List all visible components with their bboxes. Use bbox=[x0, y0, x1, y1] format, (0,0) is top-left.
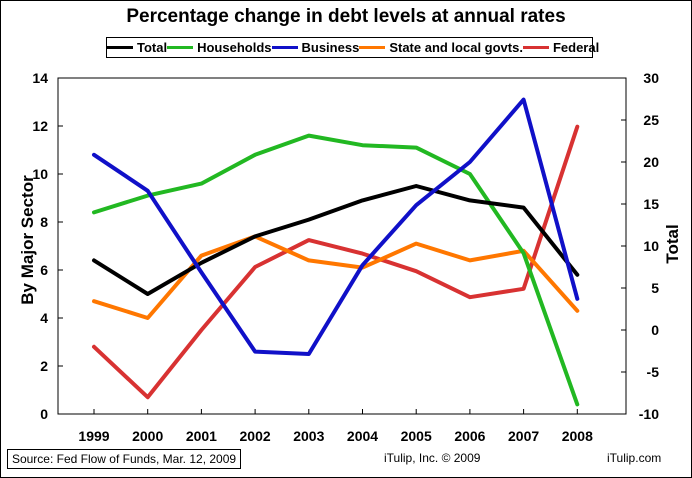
left-tick-label: 12 bbox=[32, 118, 48, 134]
copyright-note: iTulip, Inc. © 2009 bbox=[384, 451, 481, 465]
legend-swatch-business bbox=[271, 46, 298, 49]
right-tick-label: 20 bbox=[643, 154, 659, 170]
left-tick-label: 10 bbox=[32, 166, 48, 182]
x-tick-label: 2007 bbox=[508, 428, 539, 444]
right-tick-label: 0 bbox=[651, 322, 659, 338]
legend-item-business: Business bbox=[271, 40, 360, 55]
x-tick-label: 1999 bbox=[78, 428, 109, 444]
x-tick-label: 2005 bbox=[401, 428, 432, 444]
x-tick-label: 2006 bbox=[454, 428, 485, 444]
series-line-federal bbox=[92, 124, 580, 400]
series-line-households bbox=[92, 133, 580, 407]
legend-label-total: Total bbox=[137, 40, 168, 55]
x-tick-label: 2003 bbox=[293, 428, 324, 444]
left-tick-label: 2 bbox=[40, 358, 48, 374]
site-credit: iTulip.com bbox=[607, 451, 662, 465]
legend-item-federal: Federal bbox=[522, 40, 600, 55]
legend-label-federal: Federal bbox=[552, 40, 600, 55]
left-tick-label: 4 bbox=[40, 310, 48, 326]
legend-item-households: Households bbox=[167, 40, 272, 55]
x-tick-label: 2002 bbox=[240, 428, 271, 444]
legend-swatch-total bbox=[107, 46, 133, 49]
x-tick-label: 2001 bbox=[186, 428, 217, 444]
right-tick-label: 15 bbox=[643, 196, 659, 212]
legend: Total Households Business State and loca… bbox=[106, 37, 599, 58]
series-line-total bbox=[92, 184, 580, 296]
x-tick-label: 2008 bbox=[562, 428, 593, 444]
source-note: Source: Fed Flow of Funds, Mar. 12, 2009 bbox=[7, 449, 241, 469]
right-tick-label: 30 bbox=[643, 70, 659, 86]
x-tick-label: 2004 bbox=[347, 428, 378, 444]
right-tick-label: 5 bbox=[651, 280, 659, 296]
right-tick-label: 10 bbox=[643, 238, 659, 254]
right-tick-label: -10 bbox=[639, 406, 659, 422]
left-axis-ticks: 0 2 4 6 8 10 12 14 bbox=[32, 70, 63, 422]
series-line-state-and-local-govts bbox=[92, 234, 580, 320]
right-axis-ticks: -10 -5 0 5 10 15 20 25 30 bbox=[621, 70, 659, 422]
right-tick-label: -5 bbox=[647, 364, 660, 380]
plot-area bbox=[57, 77, 627, 415]
chart-title: Percentage change in debt levels at annu… bbox=[126, 6, 566, 27]
legend-swatch-federal bbox=[522, 46, 549, 49]
legend-label-state-local: State and local govts. bbox=[389, 40, 523, 55]
series-lines bbox=[92, 97, 580, 407]
legend-label-households: Households bbox=[197, 40, 272, 55]
legend-item-state-local: State and local govts. bbox=[359, 40, 523, 55]
legend-swatch-state-local bbox=[359, 46, 386, 49]
legend-swatch-households bbox=[167, 46, 194, 49]
left-tick-label: 14 bbox=[32, 70, 48, 86]
x-axis-ticks: 1999 2000 2001 2002 2003 2004 2005 2006 2007 2008 bbox=[78, 409, 593, 444]
series-line-business bbox=[92, 97, 580, 356]
x-tick-label: 2000 bbox=[132, 428, 163, 444]
left-tick-label: 6 bbox=[40, 262, 48, 278]
right-tick-label: 25 bbox=[643, 112, 659, 128]
legend-item-total: Total bbox=[107, 40, 167, 55]
left-tick-label: 8 bbox=[40, 214, 48, 230]
legend-label-business: Business bbox=[301, 40, 360, 55]
left-tick-label: 0 bbox=[40, 406, 48, 422]
